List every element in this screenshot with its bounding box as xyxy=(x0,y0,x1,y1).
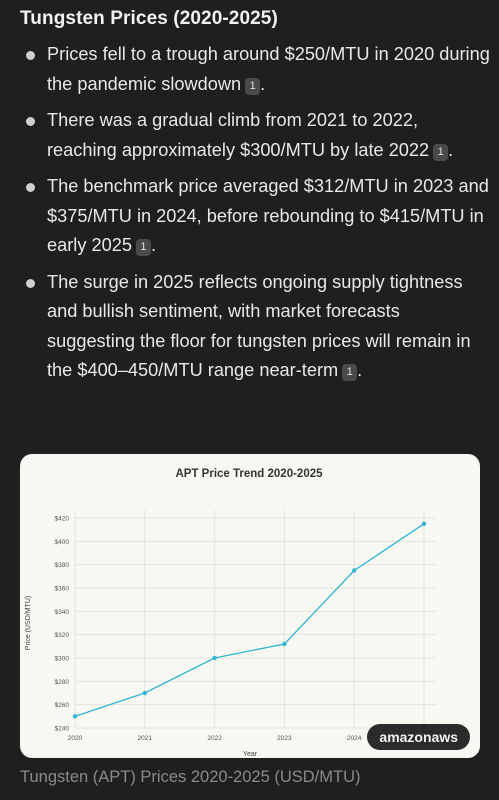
data-point xyxy=(282,641,287,647)
y-tick-label: $320 xyxy=(55,632,70,639)
bullet-dot-icon xyxy=(26,117,35,126)
bullet-item: The benchmark price averaged $312/MTU in… xyxy=(20,172,490,261)
y-tick-label: $380 xyxy=(55,562,70,569)
data-point xyxy=(142,690,147,696)
bullet-text: Prices fell to a trough around $250/MTU … xyxy=(47,44,490,94)
y-tick-label: $240 xyxy=(55,726,70,733)
citation-badge[interactable]: 1 xyxy=(342,364,358,381)
y-tick-label: $260 xyxy=(55,702,70,709)
x-tick-label: 2020 xyxy=(68,735,83,742)
y-tick-label: $400 xyxy=(55,539,70,546)
chart-grid xyxy=(74,510,436,729)
data-point xyxy=(421,521,427,527)
bullet-period: . xyxy=(150,235,156,255)
x-tick-label: 2021 xyxy=(138,735,153,742)
bullet-period: . xyxy=(357,360,363,380)
y-tick-label: $340 xyxy=(55,609,70,616)
citation-badge[interactable]: 1 xyxy=(433,143,449,161)
data-point xyxy=(212,655,217,661)
bullet-item: There was a gradual climb from 2021 to 2… xyxy=(20,106,490,165)
x-axis-label: Year xyxy=(243,751,258,758)
chart-title: APT Price Trend 2020-2025 xyxy=(175,468,323,480)
citation-badge[interactable]: 1 xyxy=(245,77,261,95)
series-line xyxy=(74,523,425,717)
chart-ticks: $240 $260 $280 $300 $320 $340 $360 $380 $400 $420… xyxy=(55,516,362,743)
bullet-dot-icon xyxy=(26,183,35,192)
bullet-period: . xyxy=(448,139,454,160)
bullet-text: The benchmark price averaged $312/MTU in… xyxy=(47,176,489,255)
bullet-dot-icon xyxy=(26,51,35,60)
price-chart: APT Price Trend 2020-2025 Price (USD/MTU… xyxy=(25,468,436,758)
x-tick-label: 2023 xyxy=(277,735,292,742)
section-heading: Tungsten Prices (2020-2025) xyxy=(20,8,278,29)
y-tick-label: $280 xyxy=(55,679,70,686)
data-point xyxy=(352,568,357,573)
chart-caption: Tungsten (APT) Prices 2020-2025 (USD/MTU… xyxy=(20,768,361,786)
bullet-item: Prices fell to a trough around $250/MTU … xyxy=(20,40,490,99)
bullet-item: The surge in 2025 reflects ongoing suppl… xyxy=(20,268,490,386)
x-tick-label: 2024 xyxy=(347,735,362,742)
bullet-text: The surge in 2025 reflects ongoing suppl… xyxy=(47,271,471,381)
bullet-list: Prices fell to a trough around $250/MTU … xyxy=(20,40,490,393)
bullet-text: There was a gradual climb from 2021 to 2… xyxy=(47,110,430,160)
y-tick-label: $300 xyxy=(55,656,70,663)
x-tick-label: 2022 xyxy=(207,735,222,742)
source-badge[interactable]: amazonaws xyxy=(367,724,470,750)
y-tick-label: $360 xyxy=(55,586,70,593)
bullet-period: . xyxy=(260,73,266,94)
bullet-dot-icon xyxy=(26,278,35,288)
data-point xyxy=(72,714,78,719)
chart-card[interactable]: APT Price Trend 2020-2025 Price (USD/MTU… xyxy=(20,454,480,758)
citation-badge[interactable]: 1 xyxy=(135,239,151,256)
y-tick-label: $420 xyxy=(55,516,70,523)
y-axis-label: Price (USD/MTU) xyxy=(25,596,32,650)
chart-series xyxy=(72,521,427,719)
